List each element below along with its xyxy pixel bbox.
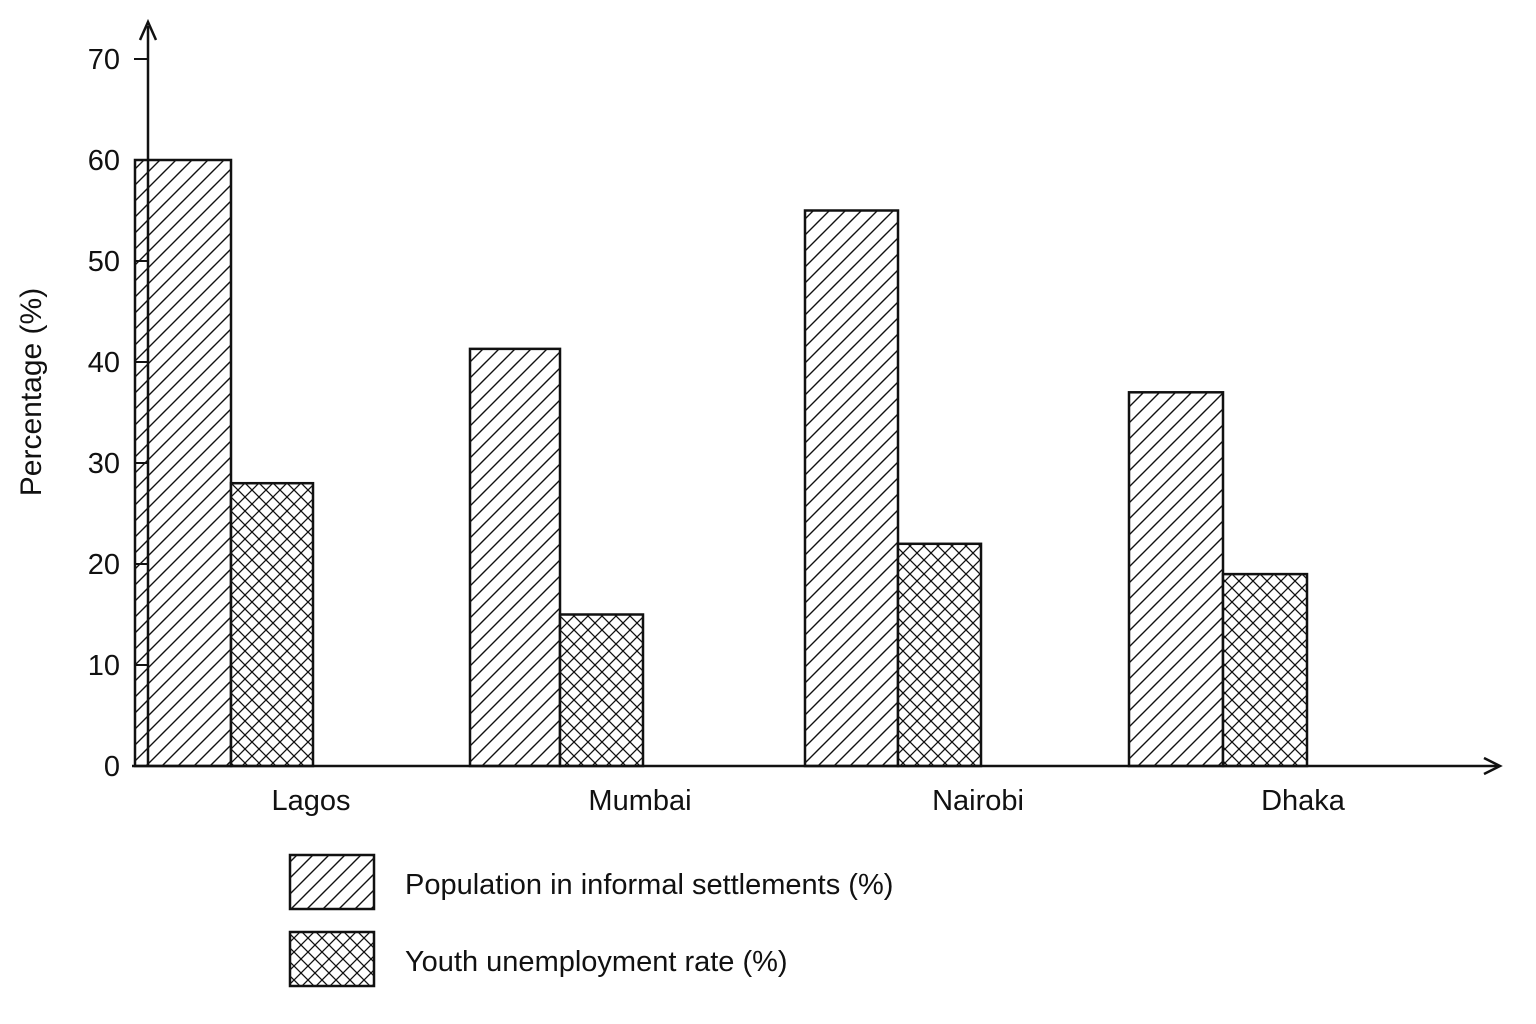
y-tick-label-50: 50: [88, 246, 120, 278]
bar-dhaka-series-2: [1221, 572, 1309, 768]
y-axis-title: Percentage (%): [15, 288, 48, 496]
x-category-label-nairobi: Nairobi: [932, 785, 1024, 817]
bar-mumbai-series-1: [468, 347, 562, 768]
legend-swatch-2: [288, 930, 376, 988]
bars-group: [133, 158, 1309, 768]
legend: Population in informal settlements (%) Yo…: [288, 853, 893, 988]
x-axis-arrow: [1483, 756, 1503, 776]
y-tick-label-0: 0: [104, 751, 120, 783]
y-axis-arrow: [138, 18, 158, 41]
axes-group: [132, 18, 1503, 776]
legend-label-2: Youth unemployment rate (%): [405, 946, 788, 978]
bar-dhaka-series-1: [1127, 391, 1225, 768]
legend-swatch-1: [288, 853, 376, 911]
bar-mumbai-series-2: [558, 613, 645, 768]
y-tick-label-20: 20: [88, 549, 120, 581]
x-category-label-mumbai: Mumbai: [588, 785, 691, 817]
bar-lagos-series-2: [229, 481, 315, 768]
bar-lagos-series-1: [133, 158, 233, 768]
y-tick-label-10: 10: [88, 650, 120, 682]
bar-nairobi-series-1: [803, 209, 900, 768]
y-ticks-group: 0 10 20 30 40 50 60 70: [88, 44, 148, 783]
bar-nairobi-series-2: [896, 542, 983, 768]
y-tick-label-30: 30: [88, 448, 120, 480]
x-labels-group: Lagos Mumbai Nairobi Dhaka: [271, 785, 1345, 817]
x-category-label-dhaka: Dhaka: [1261, 785, 1346, 817]
y-tick-label-40: 40: [88, 347, 120, 379]
y-tick-label-70: 70: [88, 44, 120, 76]
x-category-label-lagos: Lagos: [271, 785, 350, 817]
y-tick-label-60: 60: [88, 145, 120, 177]
legend-label-1: Population in informal settlements (%): [405, 869, 893, 901]
